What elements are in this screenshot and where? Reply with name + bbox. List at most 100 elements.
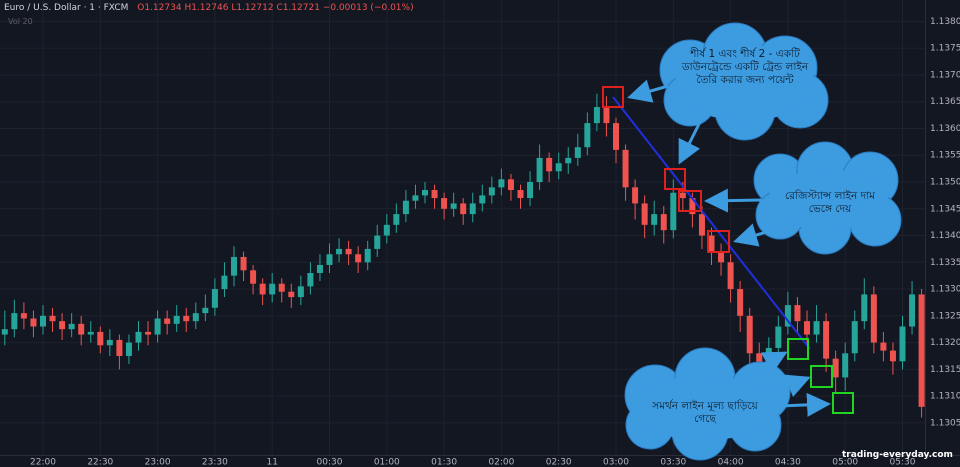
candle-body [641, 203, 648, 225]
red-box [664, 168, 686, 190]
candle-body [192, 313, 199, 322]
candle-body [613, 123, 619, 150]
y-tick-label: 1.13200 [930, 338, 960, 348]
x-tick-label: 01:30 [431, 458, 457, 467]
candle-body [393, 214, 400, 225]
candle-body [498, 179, 505, 188]
candle-body [278, 283, 285, 292]
candle-body [574, 147, 581, 158]
candle-body [727, 262, 734, 290]
candle-body [125, 342, 132, 356]
y-tick-label: 1.13650 [930, 97, 960, 107]
candle-body [660, 214, 667, 231]
y-tick-label: 1.13250 [930, 311, 960, 321]
x-tick-label: 01:00 [374, 458, 400, 467]
ohlc-open: O1.12734 [137, 3, 182, 13]
candle-body [632, 187, 639, 204]
candle-body [756, 353, 763, 364]
candle-body [889, 350, 896, 362]
candle-body [402, 200, 409, 215]
x-tick-label: 23:30 [202, 458, 228, 467]
candle-body [622, 149, 629, 188]
ohlc-low: L1.12712 [231, 3, 274, 13]
candle-body [20, 313, 27, 319]
symbol-line: Euro / U.S. Dollar · 1 · FXCM O1.12734 H… [4, 3, 414, 13]
x-tick-label: 05:30 [890, 458, 916, 467]
candle-body [918, 294, 925, 407]
annotation-text: শীর্ষ 1 এবং শীর্ষ 2 - একটি ডাউনট্রেন্ডে … [681, 48, 809, 86]
candle-body [259, 283, 266, 295]
candle-body [870, 294, 877, 343]
candle-body [202, 307, 209, 314]
candle-body [297, 286, 304, 298]
red-box [678, 190, 702, 212]
cloud [659, 22, 829, 141]
candle-body [861, 294, 868, 322]
red-box [602, 86, 624, 108]
candle-body [116, 339, 123, 356]
candle-body [336, 248, 343, 255]
annotations [602, 22, 902, 461]
ohlc-change: −0.00013 (−0.01%) [322, 3, 414, 13]
candle-body [546, 157, 553, 172]
annotation-text: সমর্থন লাইন মূল্য ছাড়িয়ে গেছে [652, 400, 758, 425]
candle-body [737, 289, 744, 316]
x-tick-label: 05:00 [832, 458, 858, 467]
cloud [624, 347, 791, 461]
candle-body [422, 190, 428, 196]
candle-body [708, 235, 715, 252]
watermark: trading-everyday.com [842, 450, 953, 460]
candle-body [517, 190, 524, 199]
y-tick-label: 1.13550 [930, 151, 960, 161]
y-tick-label: 1.13350 [930, 258, 960, 268]
candle-body [441, 198, 448, 209]
candle-body [651, 214, 658, 225]
candle-body [231, 256, 237, 276]
x-tick-label: 11 [266, 458, 277, 467]
candle-body [59, 321, 66, 330]
candle-body [49, 315, 56, 322]
candle-body [536, 157, 543, 182]
candle-body [565, 157, 572, 164]
candle-body [183, 315, 190, 322]
candle-body [97, 331, 104, 346]
interval: 1 [89, 3, 96, 13]
cloud [753, 141, 902, 255]
candle-body [469, 203, 476, 215]
candle-body [670, 192, 677, 231]
candle-body [804, 321, 810, 335]
candle-body [698, 214, 705, 236]
candle-body [431, 190, 438, 199]
candle-body [269, 283, 276, 295]
candle-body [307, 273, 314, 287]
candle-body [78, 323, 85, 335]
candle-body [479, 195, 486, 204]
candle-body [527, 182, 534, 199]
candle-body [173, 315, 180, 324]
candle-body [794, 305, 801, 322]
green-box [787, 338, 809, 360]
x-tick-label: 22:00 [30, 458, 56, 467]
ohlc-close: C1.12721 [276, 3, 320, 13]
candle-body [288, 291, 295, 298]
ohlc-high: H1.12746 [184, 3, 229, 13]
candle-body [364, 248, 371, 263]
arrows [627, 79, 831, 417]
candle-body [240, 256, 247, 271]
x-tick-label: 03:00 [603, 458, 629, 467]
y-tick-label: 1.13450 [930, 204, 960, 214]
candle-body [813, 321, 820, 335]
volume-label: Vol 20 [8, 17, 33, 26]
candle-body [746, 315, 753, 354]
candle-body [899, 326, 906, 362]
candle-body [164, 318, 171, 324]
x-tick-label: 02:00 [488, 458, 514, 467]
source: FXCM [103, 3, 129, 13]
annotation-text: রেজিস্ট্যান্স লাইন দাম ভেঙ্গে দেয় [785, 190, 875, 215]
candle-body [460, 203, 467, 215]
green-box [810, 365, 833, 388]
candle-body [221, 275, 228, 290]
candle-body [718, 251, 725, 263]
